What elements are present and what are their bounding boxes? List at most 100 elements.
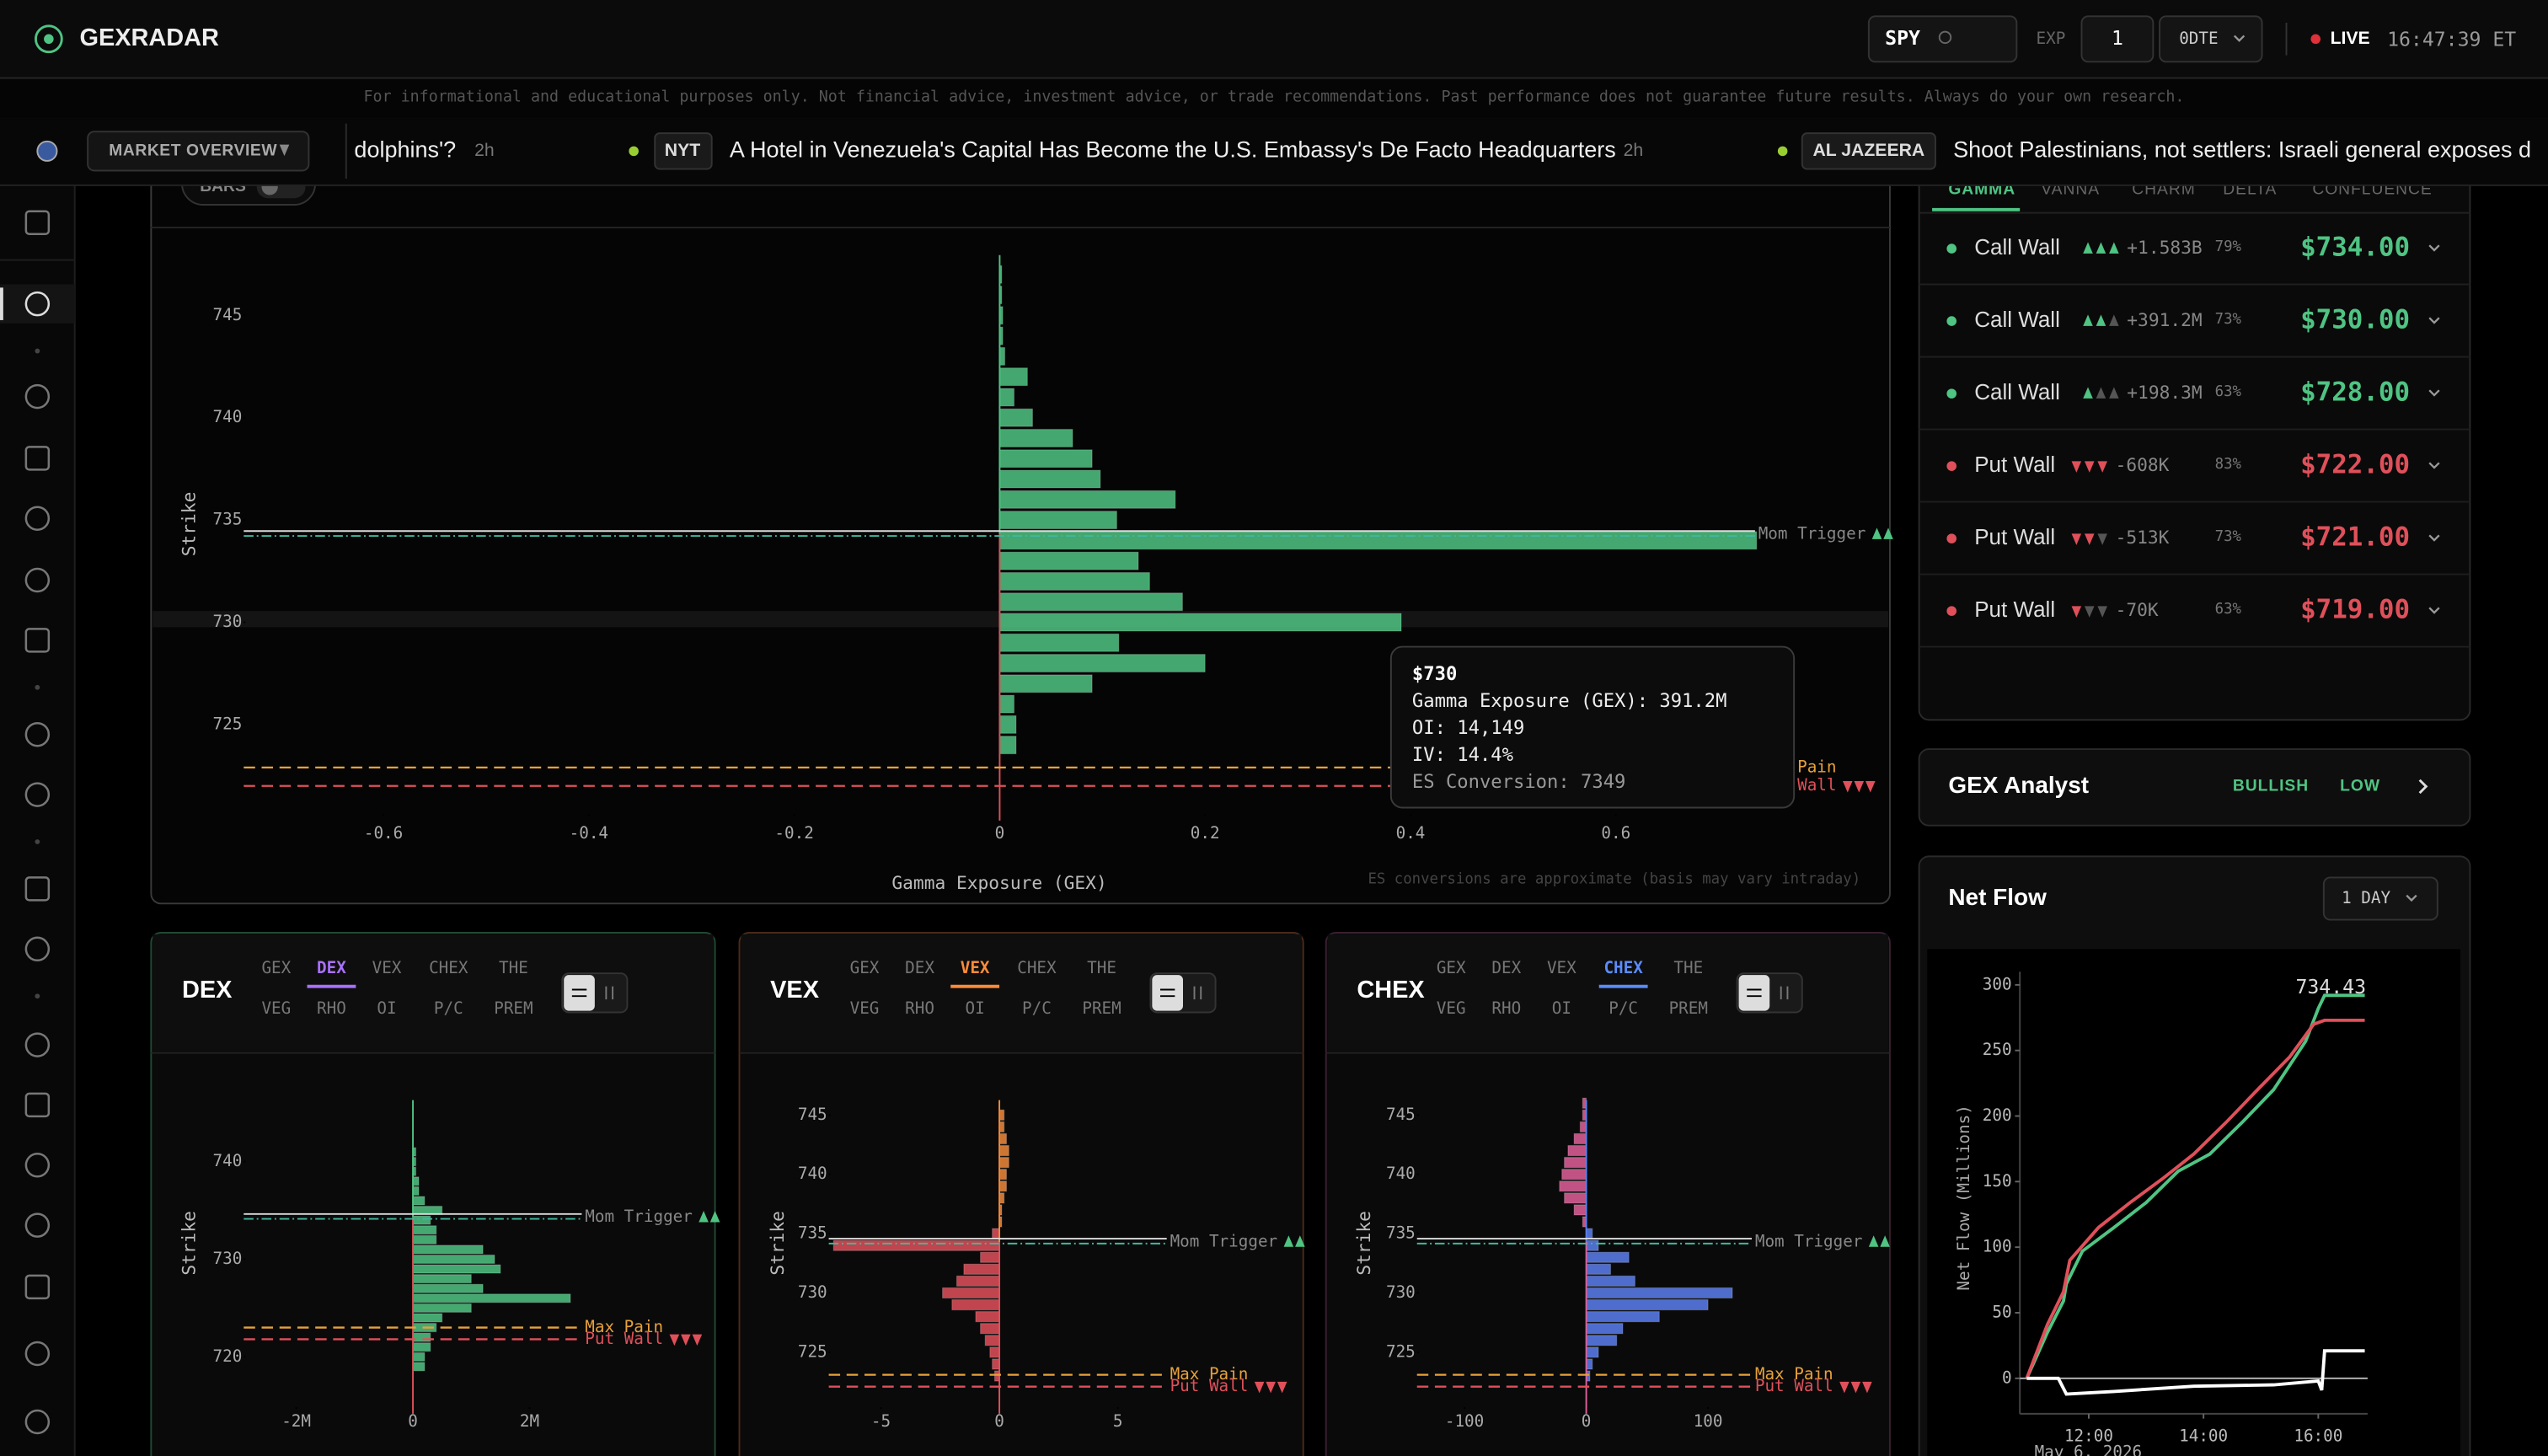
level-marker <box>1277 1381 1287 1394</box>
panel-title: DEX <box>182 977 233 1004</box>
nav-icon[interactable] <box>24 721 51 747</box>
greek-tab[interactable]: DEX <box>317 958 346 977</box>
mode-active[interactable] <box>564 975 595 1011</box>
ticker-input[interactable] <box>1867 15 2018 63</box>
nav-icon[interactable] <box>24 1409 51 1435</box>
greek-tab[interactable]: OI <box>377 998 396 1018</box>
news-dot <box>1777 146 1788 157</box>
bar <box>998 736 1017 755</box>
greek-tab[interactable]: RHO <box>317 998 346 1018</box>
nav-icon[interactable] <box>24 1212 51 1238</box>
mode-active[interactable] <box>1738 975 1770 1011</box>
nav-icon[interactable] <box>24 782 51 807</box>
greek-tab[interactable]: PREM <box>1669 998 1708 1018</box>
greek-tab[interactable]: PREM <box>494 998 533 1018</box>
greek-tab[interactable]: OI <box>1552 998 1571 1018</box>
bar <box>412 1274 472 1284</box>
strength-icon <box>2097 533 2107 545</box>
nav-icon[interactable] <box>24 1092 51 1118</box>
greek-tab[interactable]: RHO <box>905 998 934 1018</box>
greek-tab[interactable]: GEX <box>850 958 880 977</box>
bar <box>1586 1239 1599 1251</box>
level-marker <box>692 1334 703 1346</box>
level-label: Mom Trigger <box>1758 524 1866 543</box>
chart-note: ES conversions are approximate (basis ma… <box>1368 870 1860 887</box>
greek-tab[interactable]: P/C <box>434 998 463 1018</box>
nav-dot <box>35 839 40 844</box>
dte-select[interactable] <box>2159 15 2263 63</box>
greek-tab[interactable]: GEX <box>1437 958 1466 977</box>
greek-tab[interactable]: CHEX <box>1017 958 1057 977</box>
x-tick-label: 0 <box>1582 1411 1592 1431</box>
greek-tab[interactable]: GEX <box>261 958 291 977</box>
tooltip-line: Gamma Exposure (GEX): 391.2M <box>1412 690 1727 712</box>
greek-tab[interactable]: DEX <box>905 958 934 977</box>
nav-icon[interactable] <box>24 506 51 531</box>
greek-tab[interactable]: VEX <box>1547 958 1576 977</box>
level-marker <box>1866 780 1876 793</box>
greek-tab[interactable]: CHEX <box>1603 958 1643 977</box>
nav-icon[interactable] <box>24 446 51 471</box>
nav-icon[interactable] <box>24 1274 51 1300</box>
headline[interactable]: A Hotel in Venezuela's Capital Has Becom… <box>730 136 1616 162</box>
nav-icon[interactable] <box>24 210 51 235</box>
greek-tab[interactable]: THE <box>1673 958 1703 977</box>
caret <box>279 144 290 157</box>
caret <box>2428 534 2440 542</box>
y-tick-label: 725 <box>213 714 243 733</box>
news-bar <box>0 116 2548 185</box>
x-tick-label: 16:00 <box>2294 1426 2342 1445</box>
greek-tab[interactable]: RHO <box>1491 998 1521 1018</box>
nav-icon[interactable] <box>24 628 51 653</box>
bar <box>412 1186 420 1196</box>
greek-tab[interactable]: VEG <box>850 998 880 1018</box>
greek-tab[interactable]: DEX <box>1491 958 1521 977</box>
status-dot <box>1946 606 1956 616</box>
greek-tab[interactable]: VEG <box>261 998 291 1018</box>
level-name: Put Wall <box>1974 452 2055 477</box>
nav-icon[interactable] <box>24 567 51 593</box>
greek-tab[interactable]: CHEX <box>429 958 468 977</box>
status-dot <box>1946 316 1956 326</box>
nav-icon[interactable] <box>24 1341 51 1367</box>
greek-tab[interactable]: P/C <box>1609 998 1638 1018</box>
y-tick-label: 100 <box>1983 1237 2012 1256</box>
panel-header <box>741 934 1302 1052</box>
exp-input[interactable] <box>2080 15 2155 63</box>
nav-icon[interactable] <box>24 291 51 317</box>
level-exposure: +1.583B <box>2127 238 2202 259</box>
level-price: $722.00 <box>2300 450 2410 480</box>
bar <box>998 490 1176 509</box>
nav-icon[interactable] <box>24 1153 51 1178</box>
greek-tab[interactable]: PREM <box>1082 998 1121 1018</box>
bar <box>998 367 1028 387</box>
bar <box>412 1362 426 1372</box>
bar <box>1586 1335 1618 1346</box>
bar <box>1586 1251 1630 1263</box>
mode-active[interactable] <box>1152 975 1183 1011</box>
greek-tab[interactable]: P/C <box>1022 998 1052 1018</box>
bar <box>412 1293 571 1303</box>
greek-tab[interactable]: VEG <box>1437 998 1466 1018</box>
headline[interactable]: Shoot Palestinians, not settlers: Israel… <box>1953 136 2531 162</box>
search-icon <box>1938 30 1952 45</box>
nav-icon[interactable] <box>24 383 51 410</box>
nav-icon[interactable] <box>24 936 51 962</box>
greek-tab[interactable]: VEX <box>372 958 402 977</box>
greek-tab[interactable]: OI <box>966 998 985 1018</box>
range-select[interactable] <box>2322 876 2438 921</box>
strength-icon <box>2084 606 2095 618</box>
news-age: 2h <box>474 141 495 160</box>
netflow-title: Net Flow <box>1948 884 2047 910</box>
market-button[interactable] <box>87 131 310 172</box>
level-marker <box>1883 527 1893 539</box>
nav-icon[interactable] <box>24 1032 51 1057</box>
analyst-panel[interactable] <box>1918 748 2471 827</box>
greek-tab[interactable]: VEX <box>961 958 990 977</box>
bar <box>1573 1132 1587 1145</box>
status-dot <box>1946 388 1956 399</box>
nav-icon[interactable] <box>24 876 51 902</box>
greek-tab[interactable]: THE <box>499 958 528 977</box>
greek-tab[interactable]: THE <box>1087 958 1116 977</box>
